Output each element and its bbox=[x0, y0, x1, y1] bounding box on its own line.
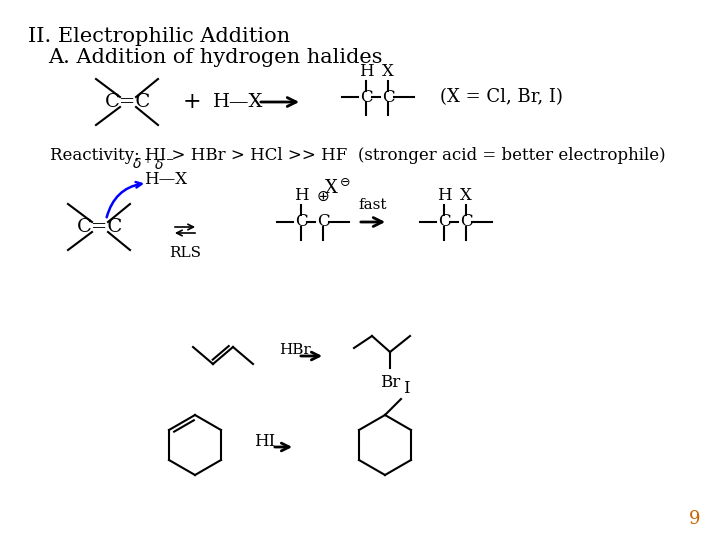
Text: H: H bbox=[294, 187, 308, 204]
Text: A. Addition of hydrogen halides: A. Addition of hydrogen halides bbox=[48, 48, 382, 67]
Text: I: I bbox=[403, 380, 410, 397]
Text: C: C bbox=[459, 213, 472, 231]
Text: +: + bbox=[183, 91, 202, 113]
Text: (X = Cl, Br, I): (X = Cl, Br, I) bbox=[440, 88, 563, 106]
Text: RLS: RLS bbox=[169, 246, 201, 260]
Text: 9: 9 bbox=[688, 510, 700, 528]
Text: HBr: HBr bbox=[279, 343, 311, 357]
Text: $\delta^+$: $\delta^+$ bbox=[132, 154, 152, 172]
Text: X$^\ominus$: X$^\ominus$ bbox=[323, 178, 351, 198]
Text: H: H bbox=[437, 187, 451, 204]
Text: C: C bbox=[294, 213, 307, 231]
Text: C=C: C=C bbox=[77, 218, 123, 236]
Text: C=C: C=C bbox=[105, 93, 151, 111]
Text: H—X: H—X bbox=[213, 93, 264, 111]
Text: X: X bbox=[382, 63, 394, 80]
Text: C: C bbox=[317, 213, 329, 231]
Text: X: X bbox=[460, 187, 472, 204]
Text: II. Electrophilic Addition: II. Electrophilic Addition bbox=[28, 27, 290, 46]
Text: Reactivity: HI > HBr > HCl >> HF  (stronger acid = better electrophile): Reactivity: HI > HBr > HCl >> HF (strong… bbox=[50, 147, 665, 164]
Text: HI: HI bbox=[254, 433, 276, 449]
Text: H: H bbox=[359, 63, 373, 80]
Text: H—X: H—X bbox=[144, 172, 187, 188]
Text: C: C bbox=[382, 89, 395, 105]
Text: Br: Br bbox=[380, 374, 400, 391]
Text: C: C bbox=[360, 89, 372, 105]
Text: $\oplus$: $\oplus$ bbox=[316, 189, 330, 204]
Text: $\delta^-$: $\delta^-$ bbox=[154, 158, 174, 172]
Text: C: C bbox=[438, 213, 450, 231]
Text: fast: fast bbox=[359, 198, 387, 212]
